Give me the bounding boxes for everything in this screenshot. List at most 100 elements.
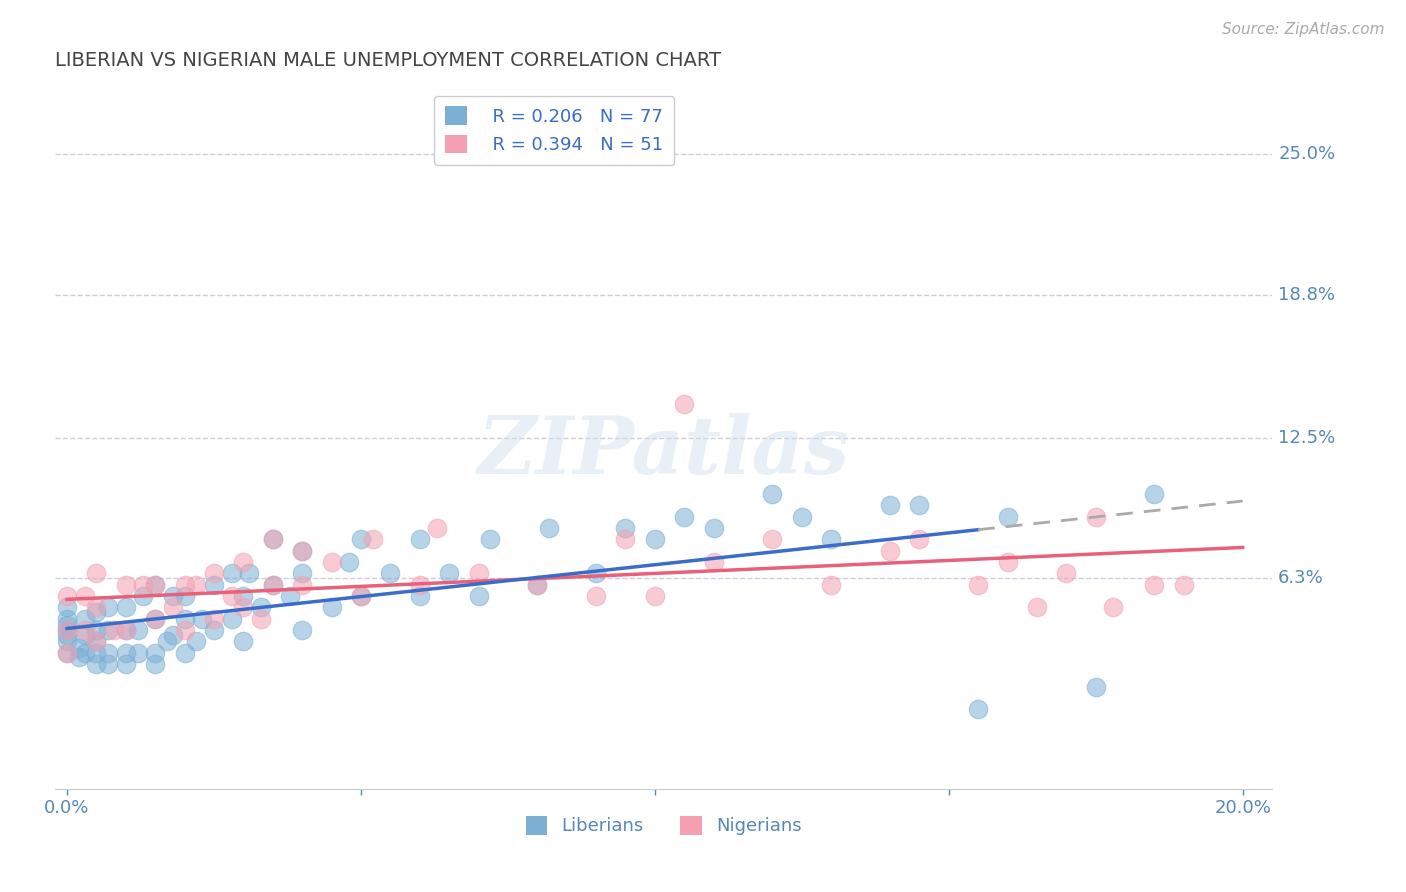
Point (73, 612, 96, 626)
Point (673, 509, 696, 524)
Point (56, 627, 79, 641)
Point (908, 533, 931, 547)
Point (114, 623, 136, 637)
Point (321, 555, 343, 569)
Point (103, 623, 125, 637)
Point (337, 555, 360, 569)
Legend: Liberians, Nigerians: Liberians, Nigerians (519, 809, 808, 843)
Point (585, 566, 607, 581)
Point (908, 499, 931, 513)
Point (56, 612, 79, 626)
Point (262, 533, 284, 547)
Point (132, 589, 155, 603)
Point (250, 612, 273, 626)
Point (967, 702, 990, 716)
Point (56, 600, 79, 615)
Point (114, 578, 136, 592)
Point (67, 650, 90, 665)
Point (173, 646, 195, 660)
Point (232, 634, 254, 648)
Point (703, 521, 725, 535)
Text: 18.8%: 18.8% (1278, 285, 1336, 304)
Point (790, 509, 813, 524)
Point (73, 646, 96, 660)
Point (86, 623, 108, 637)
Point (1084, 680, 1107, 694)
Point (186, 578, 208, 592)
Point (820, 578, 842, 592)
Point (761, 533, 783, 547)
Point (221, 612, 243, 626)
Point (262, 578, 284, 592)
Point (585, 589, 607, 603)
Point (86, 657, 108, 671)
Point (56, 618, 79, 632)
Point (538, 521, 561, 535)
Point (409, 589, 432, 603)
Point (56, 623, 79, 637)
Point (97, 623, 120, 637)
Point (56, 623, 79, 637)
Point (73, 623, 96, 637)
Point (156, 634, 179, 648)
Point (127, 646, 149, 660)
Point (232, 555, 254, 569)
Point (143, 646, 166, 660)
Point (820, 533, 842, 547)
Point (291, 566, 314, 581)
Point (409, 533, 432, 547)
Point (321, 600, 343, 615)
Point (232, 600, 254, 615)
Point (1026, 600, 1049, 615)
Point (143, 657, 166, 671)
Point (202, 566, 225, 581)
Point (86, 600, 108, 615)
Point (202, 623, 225, 637)
Point (86, 566, 108, 581)
Point (202, 612, 225, 626)
Point (291, 578, 314, 592)
Point (143, 578, 166, 592)
Point (350, 589, 373, 603)
Point (1143, 487, 1166, 501)
Point (162, 627, 184, 641)
Point (162, 589, 184, 603)
Point (250, 600, 273, 615)
Point (997, 509, 1019, 524)
Point (614, 533, 637, 547)
Point (644, 533, 666, 547)
Point (644, 589, 666, 603)
Point (1084, 509, 1107, 524)
Point (56, 646, 79, 660)
Point (73, 627, 96, 641)
Point (291, 543, 314, 558)
Point (127, 623, 149, 637)
Point (967, 578, 990, 592)
Point (467, 566, 489, 581)
Point (162, 600, 184, 615)
Point (879, 499, 901, 513)
Point (56, 646, 79, 660)
Point (409, 578, 432, 592)
Point (132, 578, 155, 592)
Point (761, 487, 783, 501)
Point (173, 612, 195, 626)
Point (86, 634, 108, 648)
Point (114, 657, 136, 671)
Text: 6.3%: 6.3% (1278, 569, 1324, 587)
Text: ZIPatlas: ZIPatlas (478, 413, 849, 491)
Point (173, 589, 195, 603)
Point (673, 396, 696, 410)
Point (614, 521, 637, 535)
Point (1173, 578, 1195, 592)
Point (143, 612, 166, 626)
Text: 12.5%: 12.5% (1278, 428, 1336, 447)
Point (114, 623, 136, 637)
Point (73, 589, 96, 603)
Point (202, 578, 225, 592)
Point (526, 578, 548, 592)
Point (143, 578, 166, 592)
Point (97, 600, 120, 615)
Point (291, 543, 314, 558)
Point (56, 634, 79, 648)
